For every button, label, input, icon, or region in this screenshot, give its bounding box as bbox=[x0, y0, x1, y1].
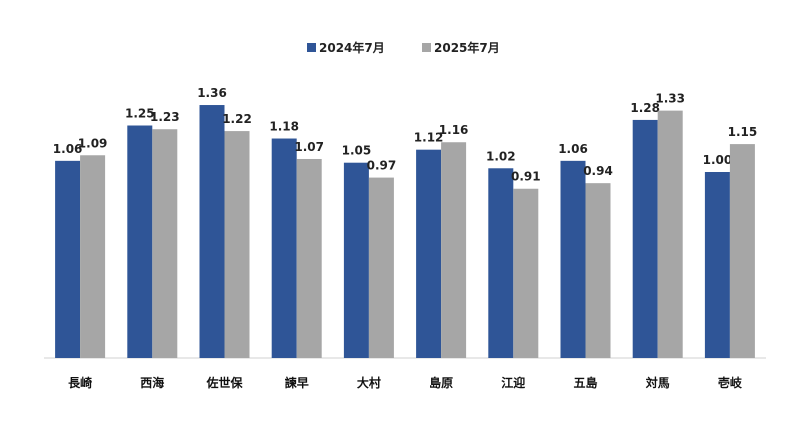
bar bbox=[296, 158, 322, 358]
data-label: 1.28 bbox=[630, 101, 660, 115]
bar bbox=[199, 105, 225, 358]
bar bbox=[368, 177, 394, 358]
bar bbox=[127, 125, 153, 358]
bar bbox=[704, 172, 730, 358]
data-label: 1.07 bbox=[294, 140, 324, 154]
data-label: 1.22 bbox=[222, 112, 252, 126]
legend-label: 2024年7月 bbox=[319, 40, 385, 55]
bar bbox=[343, 162, 369, 358]
x-tick-label: 長崎 bbox=[68, 375, 92, 390]
x-tick-label: 五島 bbox=[573, 375, 597, 390]
bar bbox=[80, 155, 106, 358]
data-label: 0.91 bbox=[511, 170, 541, 184]
data-label: 1.09 bbox=[78, 136, 108, 150]
bar bbox=[416, 149, 442, 358]
data-label: 1.33 bbox=[655, 92, 685, 106]
data-label: 1.15 bbox=[728, 125, 758, 139]
x-tick-label: 島原 bbox=[429, 375, 453, 390]
bar bbox=[152, 129, 178, 358]
legend-swatch bbox=[307, 43, 316, 52]
data-label: 1.18 bbox=[269, 120, 299, 134]
data-label: 1.36 bbox=[197, 86, 227, 100]
data-label: 1.06 bbox=[53, 142, 83, 156]
x-tick-label: 西海 bbox=[140, 375, 164, 390]
legend-swatch bbox=[422, 43, 431, 52]
data-label: 1.05 bbox=[342, 144, 372, 158]
bar bbox=[224, 131, 250, 358]
bar bbox=[55, 160, 81, 358]
bar bbox=[560, 160, 586, 358]
bar bbox=[441, 142, 467, 358]
bar bbox=[657, 110, 683, 359]
bar bbox=[271, 138, 297, 358]
x-tick-label: 対馬 bbox=[645, 375, 670, 390]
data-label: 1.16 bbox=[439, 123, 469, 137]
legend-label: 2025年7月 bbox=[434, 40, 500, 55]
bar bbox=[585, 183, 611, 358]
bar bbox=[488, 168, 514, 358]
bar bbox=[632, 119, 658, 358]
data-label: 0.94 bbox=[583, 164, 613, 178]
data-label: 1.25 bbox=[125, 107, 155, 121]
data-label: 1.06 bbox=[558, 142, 588, 156]
x-tick-label: 大村 bbox=[357, 375, 381, 390]
x-tick-label: 佐世保 bbox=[205, 375, 243, 390]
data-label: 1.23 bbox=[150, 110, 180, 124]
data-label: 1.02 bbox=[486, 149, 516, 163]
bar bbox=[513, 188, 539, 358]
data-label: 1.12 bbox=[414, 131, 444, 145]
x-tick-label: 壱岐 bbox=[718, 375, 743, 390]
bar bbox=[729, 144, 755, 358]
x-tick-label: 諫早 bbox=[285, 375, 309, 390]
data-label: 1.00 bbox=[703, 153, 733, 167]
data-label: 0.97 bbox=[367, 159, 397, 173]
x-tick-label: 江迎 bbox=[501, 375, 525, 390]
